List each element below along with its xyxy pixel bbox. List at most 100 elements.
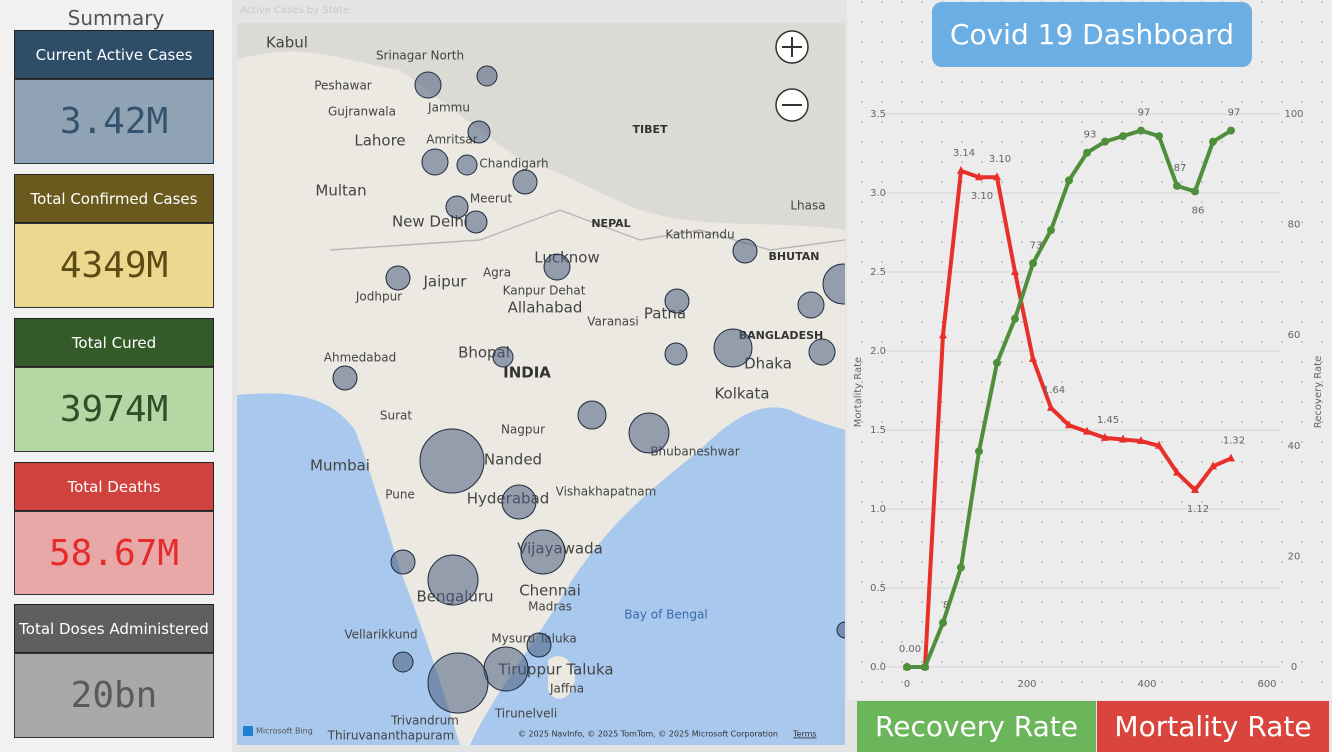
state-bubble [464,210,488,234]
map-label: Nanded [484,451,542,469]
state-bubble [390,549,416,575]
map-label: TIBET [633,123,668,136]
map-label: Lhasa [790,199,825,213]
state-bubble [492,346,514,368]
point-marker [939,330,947,339]
map-label: Amritsar [426,133,477,147]
point-marker [975,447,983,456]
point-marker [1119,132,1127,141]
point-marker [1065,176,1073,185]
map-label: Jaipur [423,273,468,291]
value-label: 1.12 [1187,504,1209,515]
point-marker [1101,137,1109,146]
state-bubble [543,253,571,281]
value-label: 8 [943,600,949,611]
card-value: 58.67M [14,511,214,595]
state-bubble [664,288,690,314]
y-tick-label: 2.0 [870,346,886,357]
zoom-in[interactable] [775,30,809,64]
state-bubble [836,621,845,639]
value-label: 87 [1174,163,1187,174]
y2-tick-label: 80 [1288,220,1301,231]
value-label: 3.10 [971,191,993,202]
point-marker [1083,426,1091,435]
y-tick-label: 3.5 [870,109,886,120]
recovery-button[interactable]: Recovery Rate [857,701,1096,752]
state-bubble [392,651,414,673]
value-label: 3.14 [953,148,975,159]
value-label: 3.10 [989,154,1011,165]
state-bubble [419,428,485,494]
card-value: 3.42M [14,79,214,164]
point-marker [1173,181,1181,190]
point-marker [993,358,1001,367]
x-tick-label: 600 [1257,679,1276,690]
mountains [237,23,845,230]
map-label: Lahore [354,132,405,150]
value-label: 73 [1030,240,1043,251]
map-label: New Delhi [392,213,468,231]
map-logo: Microsoft Bing [256,727,313,736]
map-label: Bhubaneshwar [650,445,739,459]
state-bubble [456,154,478,176]
mortality-button[interactable]: Mortality Rate [1097,701,1329,752]
value-label: 97 [1138,108,1151,119]
card-value: 4349M [14,223,214,308]
y2-tick-label: 20 [1288,551,1301,562]
map-label: Surat [380,409,413,423]
state-bubble [732,238,758,264]
state-bubble [483,646,529,692]
x-tick-label: 200 [1017,679,1036,690]
dashboard-title[interactable]: Covid 19 Dashboard [932,2,1252,67]
point-marker [975,172,983,181]
state-bubble [526,632,552,658]
y-tick-label: 0.5 [870,583,886,594]
map-label: Kathmandu [665,228,734,242]
map-label: Kabul [266,34,308,52]
point-marker [1029,353,1037,362]
state-bubble [427,554,479,606]
point-marker [1047,226,1055,235]
map-label: Vellarikkund [344,628,417,642]
y-tick-label: 2.5 [870,267,886,278]
state-bubble [713,328,753,368]
y2-tick-label: 0 [1291,662,1297,673]
point-marker [939,618,947,627]
card-label: Total Cured [14,318,214,367]
state-bubble [628,412,670,454]
point-marker [1227,126,1235,135]
y2-tick-label: 40 [1288,441,1301,452]
state-bubble [421,148,449,176]
map-label: NEPAL [591,217,630,230]
y-tick-label: 1.0 [870,504,886,515]
map-label: Trivandrum [390,714,459,728]
map-label: Multan [315,182,366,200]
state-bubble [385,265,411,291]
point-marker [993,172,1001,181]
point-marker [1101,432,1109,441]
map-label: Dhaka [744,355,792,373]
state-bubble [520,529,566,575]
point-marker [957,563,965,572]
card-value: 20bn [14,653,214,738]
map-terms[interactable]: Terms [792,730,817,739]
map-label: Jammu [427,101,470,115]
value-label: 0.00 [899,644,921,655]
point-marker [957,165,965,174]
map-label: Ahmedabad [324,351,396,365]
point-marker [1011,314,1019,323]
x-tick-label: 0 [904,679,910,690]
map-label: Peshawar [314,79,372,93]
value-label: 1.32 [1223,435,1245,446]
zoom-out[interactable] [775,88,809,122]
map-label: Jodhpur [355,290,402,304]
point-marker [1011,267,1019,275]
card-label: Total Doses Administered [14,604,214,653]
state-bubble [445,195,469,219]
point-marker [1029,259,1037,268]
map-attribution: © 2025 NavInfo, © 2025 TomTom, © 2025 Mi… [518,730,778,739]
map-label: Chandigarh [479,157,548,171]
map-label: INDIA [503,364,551,382]
state-bubble [427,652,489,714]
